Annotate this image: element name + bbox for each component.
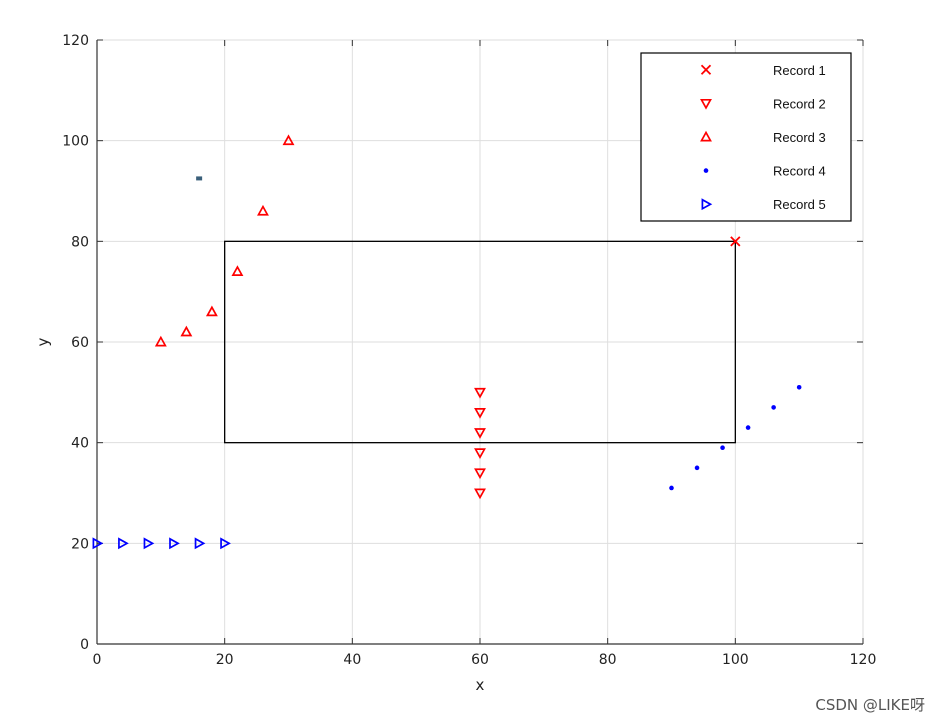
data-point bbox=[118, 537, 129, 550]
y-tick-label: 80 bbox=[71, 234, 89, 250]
data-point bbox=[180, 325, 193, 337]
series-4 bbox=[669, 385, 802, 491]
legend-entry: Record 3 bbox=[773, 130, 826, 145]
y-tick-label: 60 bbox=[71, 335, 89, 351]
data-point bbox=[194, 537, 206, 550]
data-point bbox=[231, 265, 244, 276]
y-tick-label: 40 bbox=[71, 436, 89, 452]
data-point bbox=[730, 236, 741, 247]
legend-entry: Record 5 bbox=[773, 197, 826, 212]
legend-marker bbox=[700, 130, 712, 142]
series-1 bbox=[730, 236, 741, 247]
x-tick-label: 100 bbox=[722, 652, 749, 668]
y-tick-label: 20 bbox=[71, 536, 89, 552]
data-point bbox=[205, 305, 218, 317]
x-tick-label: 60 bbox=[471, 652, 489, 668]
data-point bbox=[143, 537, 155, 550]
data-point bbox=[154, 335, 167, 347]
legend-marker bbox=[701, 198, 713, 211]
data-point bbox=[474, 387, 486, 399]
legend-box bbox=[640, 52, 852, 222]
x-stroke bbox=[700, 64, 712, 75]
series-5 bbox=[92, 537, 231, 550]
data-point bbox=[92, 537, 104, 550]
legend-entry: Record 2 bbox=[773, 96, 826, 111]
tick-labels: 0 20 40 60 80 100 120 0 20 40 60 80 100 120 bbox=[62, 33, 876, 668]
x-axis-label: x bbox=[476, 676, 485, 694]
data-point bbox=[796, 385, 802, 390]
stray-marker bbox=[196, 176, 203, 181]
legend-marker bbox=[703, 168, 709, 173]
data-point bbox=[745, 425, 751, 430]
x-tick-label: 0 bbox=[93, 652, 102, 668]
data-point bbox=[694, 465, 700, 471]
x-tick-label: 80 bbox=[599, 652, 617, 668]
x-stroke bbox=[730, 236, 741, 247]
legend-entry: Record 1 bbox=[773, 63, 826, 78]
y-axis-label: y bbox=[34, 337, 52, 346]
data-point bbox=[474, 408, 486, 419]
x-tick-label: 120 bbox=[850, 652, 877, 668]
axes bbox=[96, 39, 864, 645]
data-point bbox=[474, 488, 486, 500]
series-2 bbox=[474, 387, 486, 500]
data-point bbox=[257, 204, 269, 216]
y-tick-label: 0 bbox=[80, 637, 89, 653]
data-point bbox=[169, 537, 180, 550]
legend-marker bbox=[700, 98, 712, 110]
x-tick-label: 20 bbox=[216, 652, 234, 668]
y-tick-label: 120 bbox=[62, 33, 89, 49]
data-point bbox=[771, 405, 776, 410]
legend: Record 1 Record 2 Record 3 Record 4 Record 5 bbox=[640, 52, 852, 222]
data-point bbox=[474, 448, 486, 459]
legend-marker bbox=[700, 64, 712, 75]
data-point bbox=[282, 134, 295, 146]
y-tick-label: 100 bbox=[62, 134, 89, 150]
data-point bbox=[474, 428, 486, 439]
data-point bbox=[669, 485, 674, 491]
data-point bbox=[220, 537, 231, 550]
region-rectangle bbox=[224, 240, 736, 444]
watermark: CSDN @LIKE呀 bbox=[815, 696, 925, 714]
data-point bbox=[474, 468, 486, 480]
x-tick-label: 40 bbox=[343, 652, 361, 668]
data-points bbox=[92, 134, 802, 550]
data-point bbox=[720, 445, 725, 451]
legend-entry: Record 4 bbox=[773, 164, 826, 179]
series-3 bbox=[154, 134, 295, 347]
